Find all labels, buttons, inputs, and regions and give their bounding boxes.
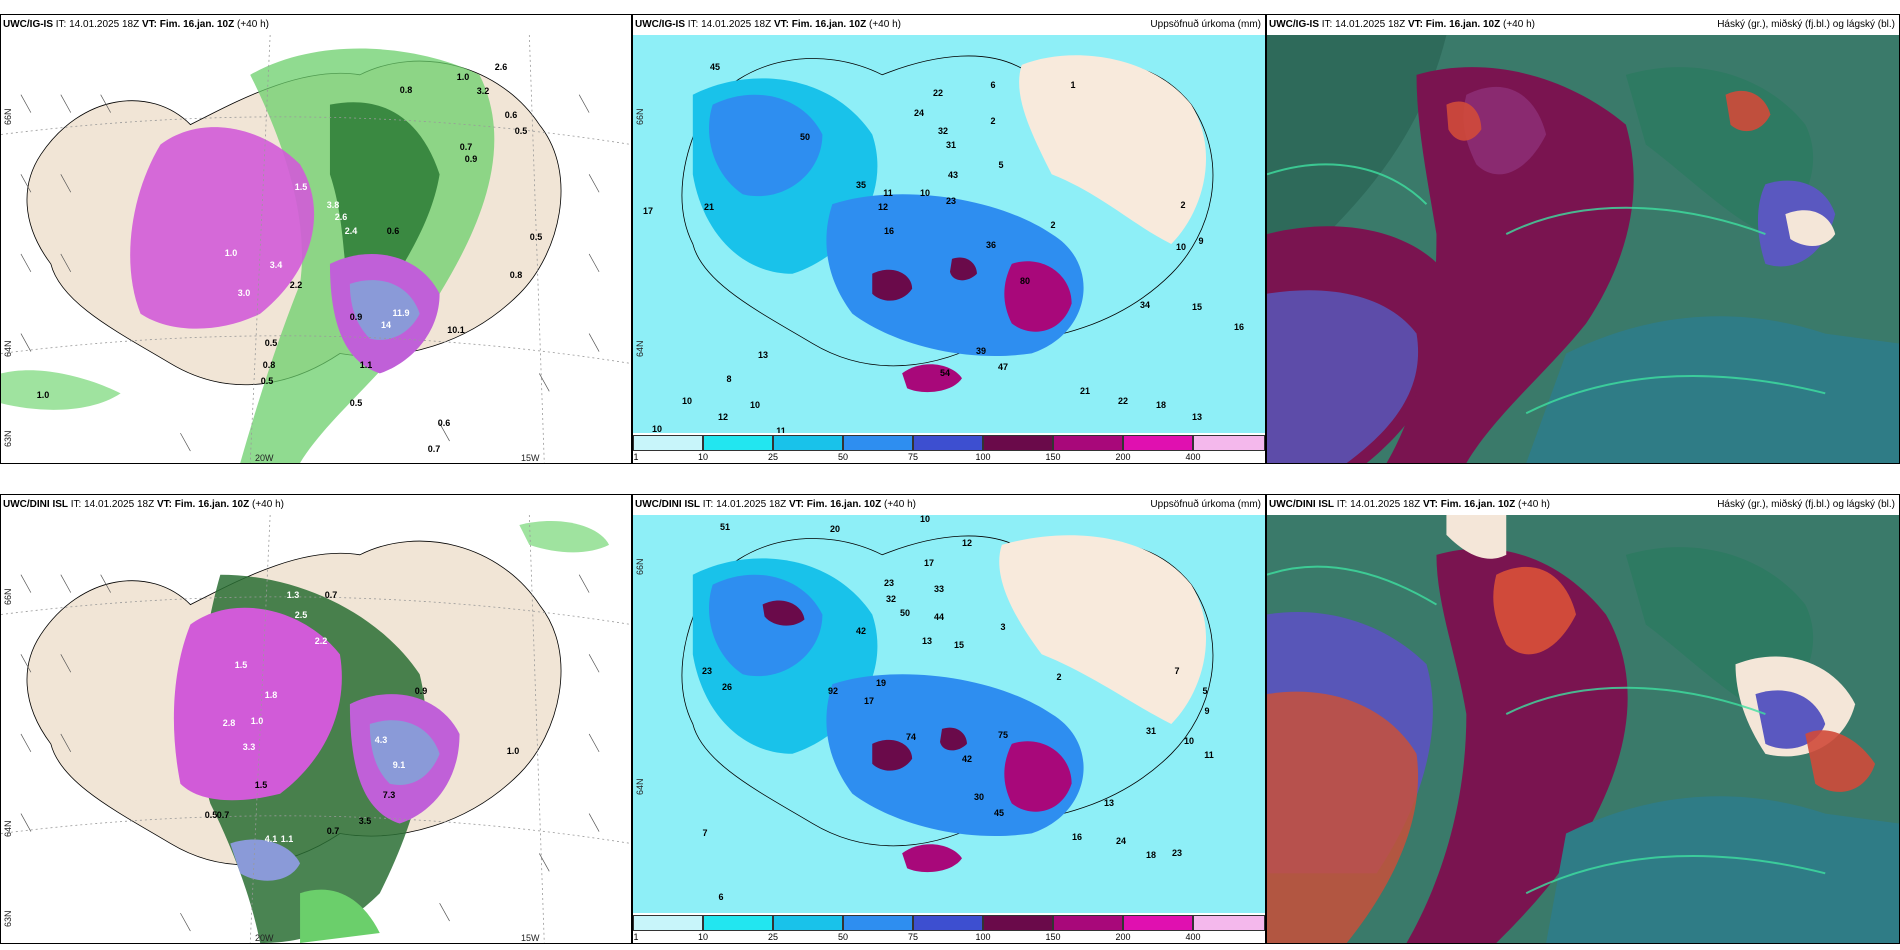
panel-dini-cloud-cover: UWC/DINI ISL IT: 14.01.2025 18Z VT: Fim.…	[1266, 494, 1900, 944]
panel-igis-accum-precip: UWC/IG-IS IT: 14.01.2025 18Z VT: Fim. 16…	[632, 14, 1266, 464]
panel-igis-precip-wind: UWC/IG-IS IT: 14.01.2025 18Z VT: Fim. 16…	[0, 14, 632, 464]
colorbar-tick: 10	[697, 452, 709, 462]
panel-igis-cloud-cover: UWC/IG-IS IT: 14.01.2025 18Z VT: Fim. 16…	[1266, 14, 1900, 464]
colorbar-tick: 50	[837, 932, 849, 942]
colorbar-swatch	[633, 435, 703, 451]
colorbar-tick: 75	[907, 932, 919, 942]
lat-tick: 64N	[635, 340, 645, 357]
panel-header: UWC/IG-IS IT: 14.01.2025 18Z VT: Fim. 16…	[633, 15, 1265, 35]
colorbar-tick: 50	[837, 452, 849, 462]
lat-tick: 66N	[635, 558, 645, 575]
lat-tick: 66N	[3, 108, 13, 125]
colorbar-tick: 1	[633, 452, 639, 462]
lat-tick: 63N	[3, 430, 13, 447]
panel-dini-precip-wind: UWC/DINI ISL IT: 14.01.2025 18Z VT: Fim.…	[0, 494, 632, 944]
precip-colorbar: 1 10 25 50 75 100 150 200 400	[633, 433, 1265, 463]
colorbar-swatch	[703, 435, 773, 451]
colorbar-swatch	[1193, 915, 1265, 931]
precip-wind-map[interactable]	[1, 515, 631, 943]
colorbar-tick: 25	[767, 932, 779, 942]
colorbar-tick: 10	[697, 932, 709, 942]
colorbar-swatch	[773, 915, 843, 931]
lon-tick: 20W	[255, 453, 274, 463]
precip-wind-map[interactable]	[1, 35, 631, 463]
colorbar-tick: 100	[975, 452, 991, 462]
lat-tick: 63N	[3, 910, 13, 927]
colorbar-swatch	[983, 915, 1053, 931]
colorbar-tick: 200	[1115, 452, 1131, 462]
colorbar-swatch	[1123, 915, 1193, 931]
colorbar-swatch	[983, 435, 1053, 451]
precip-colorbar: 1 10 25 50 75 100 150 200 400	[633, 913, 1265, 943]
lat-tick: 66N	[3, 588, 13, 605]
lon-tick: 15W	[521, 933, 540, 943]
panel-header: UWC/IG-IS IT: 14.01.2025 18Z VT: Fim. 16…	[1267, 15, 1899, 35]
colorbar-tick: 75	[907, 452, 919, 462]
lon-tick: 15W	[521, 453, 540, 463]
colorbar-swatch	[633, 915, 703, 931]
colorbar-swatch	[843, 435, 913, 451]
panel-header: UWC/DINI ISL IT: 14.01.2025 18Z VT: Fim.…	[633, 495, 1265, 515]
colorbar-tick: 150	[1045, 932, 1061, 942]
colorbar-swatch	[773, 435, 843, 451]
lat-tick: 64N	[3, 340, 13, 357]
cloud-cover-map[interactable]	[1267, 35, 1899, 463]
colorbar-swatch	[1193, 435, 1265, 451]
lat-tick: 64N	[3, 820, 13, 837]
colorbar-tick: 400	[1185, 932, 1201, 942]
colorbar-tick: 25	[767, 452, 779, 462]
panel-header: UWC/IG-IS IT: 14.01.2025 18Z VT: Fim. 16…	[1, 15, 631, 35]
cloud-cover-map[interactable]	[1267, 515, 1899, 943]
colorbar-tick: 100	[975, 932, 991, 942]
panel-dini-accum-precip: UWC/DINI ISL IT: 14.01.2025 18Z VT: Fim.…	[632, 494, 1266, 944]
lat-tick: 64N	[635, 778, 645, 795]
colorbar-tick: 200	[1115, 932, 1131, 942]
colorbar-swatch	[843, 915, 913, 931]
accum-precip-map[interactable]	[633, 35, 1265, 433]
colorbar-swatch	[1053, 435, 1123, 451]
colorbar-tick: 1	[633, 932, 639, 942]
colorbar-swatch	[703, 915, 773, 931]
colorbar-swatch	[1123, 435, 1193, 451]
lat-tick: 66N	[635, 108, 645, 125]
panel-header: UWC/DINI ISL IT: 14.01.2025 18Z VT: Fim.…	[1, 495, 631, 515]
accum-precip-map[interactable]	[633, 515, 1265, 913]
colorbar-swatch	[913, 435, 983, 451]
colorbar-tick: 150	[1045, 452, 1061, 462]
lon-tick: 20W	[255, 933, 274, 943]
colorbar-swatch	[1053, 915, 1123, 931]
panel-header: UWC/DINI ISL IT: 14.01.2025 18Z VT: Fim.…	[1267, 495, 1899, 515]
colorbar-tick: 400	[1185, 452, 1201, 462]
colorbar-swatch	[913, 915, 983, 931]
